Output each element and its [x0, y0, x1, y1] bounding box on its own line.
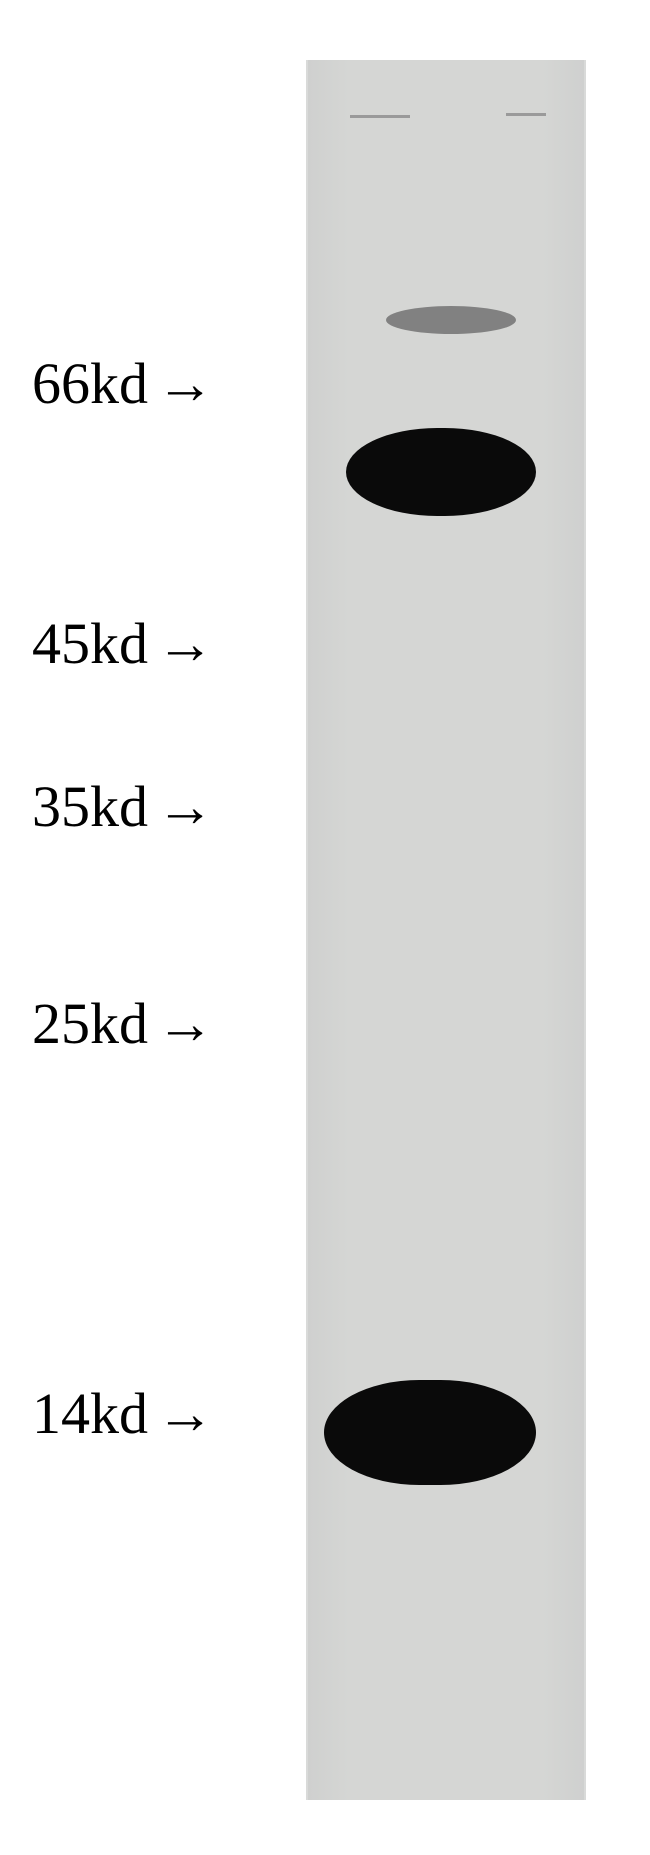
western-blot-lane: [306, 60, 586, 1800]
marker-66kd: 66kd →: [32, 350, 214, 417]
band-upper-dark: [346, 428, 536, 516]
marker-label-text: 66kd: [32, 350, 148, 417]
marker-35kd: 35kd →: [32, 773, 214, 840]
marker-label-text: 45kd: [32, 610, 148, 677]
arrow-icon: →: [156, 355, 214, 413]
arrow-icon: →: [156, 995, 214, 1053]
band-lower-dark: [324, 1380, 536, 1485]
arrow-icon: →: [156, 615, 214, 673]
marker-label-text: 35kd: [32, 773, 148, 840]
scratch-top-right: [506, 113, 546, 116]
marker-25kd: 25kd →: [32, 990, 214, 1057]
marker-14kd: 14kd →: [32, 1380, 214, 1447]
marker-label-text: 14kd: [32, 1380, 148, 1447]
marker-label-text: 25kd: [32, 990, 148, 1057]
faint-band-top: [386, 306, 516, 334]
marker-45kd: 45kd →: [32, 610, 214, 677]
arrow-icon: →: [156, 778, 214, 836]
arrow-icon: →: [156, 1385, 214, 1443]
scratch-top-left: [350, 115, 410, 118]
